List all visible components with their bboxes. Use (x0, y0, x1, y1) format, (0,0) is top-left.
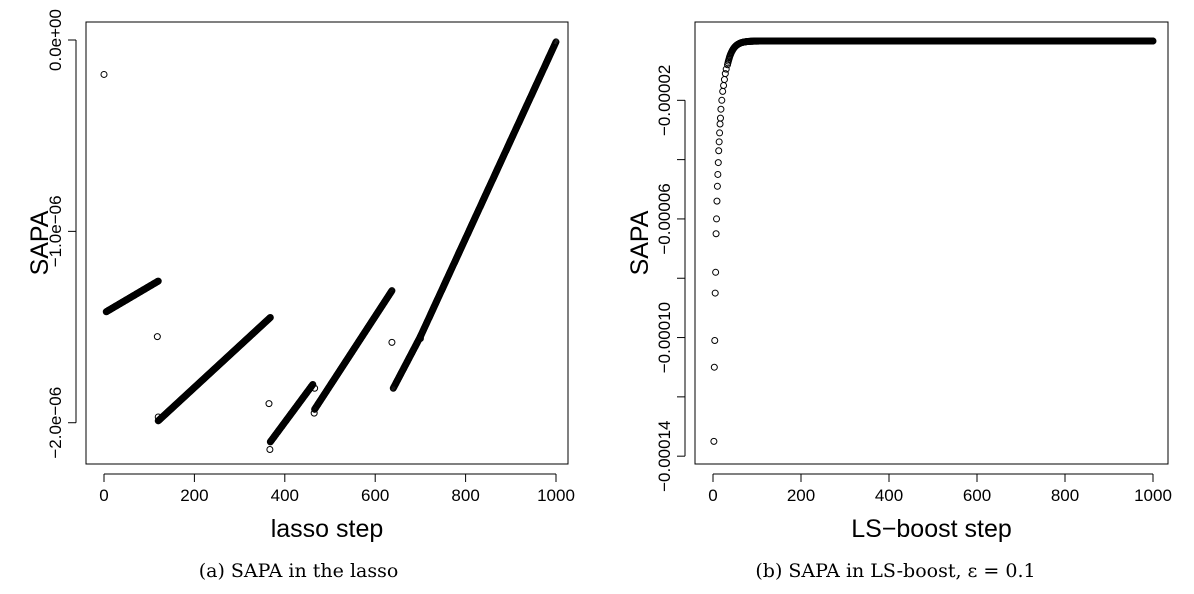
data-point (716, 120, 724, 128)
data-point (715, 138, 723, 146)
data-point (266, 446, 274, 454)
data-point (266, 313, 274, 321)
data-point (311, 384, 319, 392)
lasso-plot: 0 200 400 600 800 1000 0.0e+00 −1.0e−06 −2.0e−06… (26, 9, 575, 543)
y-tick-label: 0.0e+00 (46, 9, 65, 71)
x-tick-label: 1000 (1134, 486, 1172, 505)
data-point (310, 409, 318, 417)
data-point (388, 338, 396, 346)
data-point (154, 413, 162, 421)
x-tick-label: 800 (451, 486, 479, 505)
x-tick-label: 400 (875, 486, 903, 505)
panel-lasso: 0 200 400 600 800 1000 0.0e+00 −1.0e−06 −2.0e−06… (26, 9, 575, 582)
panel-lsboost: 0 200 400 600 800 1000 −0.00002 −0.00006 −0.0001… (597, 0, 1194, 594)
x-tick-label: 600 (963, 486, 991, 505)
data-point (154, 277, 162, 285)
lsboost-plot: 0 200 400 600 800 1000 −0.00002 −0.00006 −0.0001… (626, 21, 1172, 543)
y-tick-label: −0.00010 (655, 302, 674, 373)
data-point (718, 96, 726, 104)
data-point (714, 159, 722, 167)
x-axis-title: LS−boost step (851, 515, 1012, 543)
data-point (713, 215, 721, 223)
data-point (711, 289, 719, 297)
data-point (721, 70, 729, 78)
y-tick-label: −0.00014 (655, 420, 674, 491)
x-tick-label: 200 (787, 486, 815, 505)
data-point (714, 170, 722, 178)
y-tick-label: −0.00002 (655, 65, 674, 136)
data-point (712, 230, 720, 238)
caption-a: (a) SAPA in the lasso (198, 560, 399, 582)
data-markers (100, 38, 560, 454)
x-tick-label: 800 (1051, 486, 1079, 505)
data-point (710, 363, 718, 371)
x-tick-label: 200 (180, 486, 208, 505)
data-point (713, 182, 721, 190)
caption-b: (b) SAPA in LS-boost, ε = 0.1 (755, 560, 1036, 582)
data-point (720, 76, 728, 84)
data-markers (710, 37, 1157, 445)
y-tick-label: −1.0e−06 (46, 195, 65, 267)
y-axis-title: SAPA (626, 210, 654, 275)
data-point (715, 147, 723, 155)
data-point (711, 337, 719, 345)
y-axis-title: SAPA (26, 210, 54, 275)
data-point (722, 65, 730, 73)
data-point (100, 70, 108, 78)
data-point (416, 335, 424, 343)
plot-frame (694, 21, 1169, 465)
data-point (713, 197, 721, 205)
data-point (716, 114, 724, 122)
data-point (388, 287, 396, 295)
data-point (153, 333, 161, 341)
data-point (552, 38, 560, 46)
x-tick-label: 1000 (537, 486, 575, 505)
data-point (716, 129, 724, 137)
x-axis-title: lasso step (271, 515, 384, 543)
x-tick-label: 600 (361, 486, 389, 505)
data-point (724, 61, 732, 69)
y-tick-label: −2.0e−06 (46, 387, 65, 459)
x-tick-label: 0 (708, 486, 717, 505)
data-point (719, 87, 727, 95)
data-point (717, 105, 725, 113)
x-tick-label: 0 (99, 486, 108, 505)
plot-frame (85, 21, 569, 465)
data-point (1149, 37, 1157, 45)
x-tick-label: 400 (271, 486, 299, 505)
data-point (712, 268, 720, 276)
data-point (265, 400, 273, 408)
y-tick-label: −0.00006 (655, 183, 674, 254)
data-point (710, 437, 718, 445)
data-point (720, 81, 728, 89)
data-point (309, 380, 317, 388)
